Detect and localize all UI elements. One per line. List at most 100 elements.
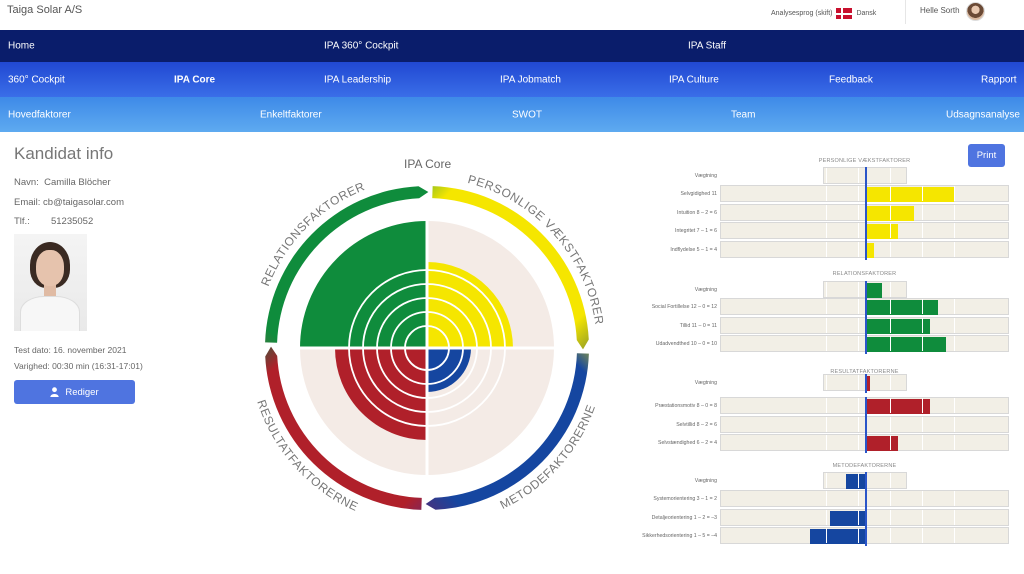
tab-rapport[interactable]: Rapport: [981, 74, 1017, 85]
factor-track: [720, 298, 1009, 317]
center-line: [865, 508, 867, 528]
grid-tick: [890, 416, 891, 432]
weighting-track: [823, 167, 907, 186]
grid-tick: [954, 509, 955, 525]
grid-tick: [890, 242, 891, 258]
grid-tick: [826, 186, 827, 201]
grid-tick: [954, 223, 955, 239]
tab-ipa-culture[interactable]: IPA Culture: [669, 74, 719, 85]
tab-enkeltfaktorer[interactable]: Enkeltfaktorer: [260, 109, 322, 120]
tab-hovedfaktorer[interactable]: Hovedfaktorer: [8, 109, 71, 120]
language-value[interactable]: Dansk: [856, 10, 877, 17]
candidate-phone: Tlf.: 51235052: [14, 216, 93, 227]
tab-ipa-core[interactable]: IPA Core: [174, 74, 216, 85]
factor-track: [720, 241, 1009, 261]
grid-tick: [890, 299, 891, 314]
name-value: Camilla Blöcher: [44, 177, 111, 188]
grid-tick: [954, 204, 955, 220]
nav-ipa-staff[interactable]: IPA Staff: [688, 40, 726, 52]
factor-label: Indflydelse 5 – 1 = 4: [670, 247, 717, 254]
tab-team[interactable]: Team: [731, 109, 756, 120]
personal-quadrant: [427, 262, 513, 348]
print-button[interactable]: Print: [968, 144, 1005, 167]
grid-tick: [922, 398, 923, 413]
center-line: [865, 490, 867, 509]
grid-tick: [826, 204, 827, 220]
grid-tick: [922, 223, 923, 239]
grid-tick: [890, 223, 891, 239]
grid-tick: [858, 509, 859, 525]
grid-tick: [826, 282, 827, 297]
factor-label: Selvgidighed 11: [680, 191, 717, 197]
grid-tick: [826, 528, 827, 544]
user-name[interactable]: Helle Sorth: [920, 6, 960, 15]
grid-tick: [858, 186, 859, 201]
weighting-bar: [866, 376, 870, 391]
grid-tick: [858, 317, 859, 333]
factor-track: [720, 527, 1009, 547]
nav-home[interactable]: Home: [8, 40, 35, 52]
factor-bar: [866, 187, 954, 202]
factor-track: [720, 222, 1009, 242]
grid-tick: [826, 223, 827, 239]
factor-label: Intuition 8 – 2 = 6: [677, 209, 717, 216]
grid-tick: [890, 528, 891, 544]
grid-tick: [858, 282, 859, 297]
danish-flag-icon[interactable]: [836, 8, 853, 19]
phone-label: Tlf.:: [14, 216, 30, 227]
language-label[interactable]: Analysesprog (skift): [771, 10, 833, 17]
center-line: [865, 281, 867, 300]
section-title: RESULTATFAKTORERNE: [830, 369, 899, 375]
grid-tick: [890, 336, 891, 352]
method-arc: [425, 353, 589, 510]
center-line: [865, 298, 867, 317]
tab-udsagnsanalyse[interactable]: Udsagnsanalyse: [946, 109, 1020, 120]
factor-bar: [866, 318, 930, 334]
method-quadrant: [427, 348, 471, 392]
grid-tick: [954, 299, 955, 314]
center-line: [865, 241, 867, 261]
tab-360-cockpit[interactable]: 360° Cockpit: [8, 74, 65, 85]
factor-bar: [866, 300, 938, 315]
grid-tick: [954, 398, 955, 413]
tab-swot[interactable]: SWOT: [512, 109, 542, 120]
test-date: Test dato: 16. november 2021: [14, 345, 127, 355]
grid-tick: [858, 242, 859, 258]
grid-tick: [826, 299, 827, 314]
center-line: [865, 527, 867, 547]
grid-tick: [826, 491, 827, 506]
weighting-bar: [846, 474, 866, 489]
tertiary-nav: Hovedfaktorer Enkeltfaktorer SWOT Team U…: [0, 97, 1024, 132]
grid-tick: [890, 317, 891, 333]
grid-tick: [858, 204, 859, 220]
factor-label: Systemorientering 3 – 1 = 2: [653, 496, 717, 502]
method-quadrant-bg: [427, 348, 555, 476]
user-avatar[interactable]: [966, 2, 985, 21]
weighting-bar: [866, 283, 882, 298]
grid-tick: [858, 168, 859, 183]
tab-ipa-jobmatch[interactable]: IPA Jobmatch: [500, 74, 561, 85]
center-line: [865, 222, 867, 242]
section-title: PERSONLIGE VÆKSTFAKTORER: [818, 158, 911, 164]
factor-label: Præstationsmotiv 8 – 0 = 8: [655, 403, 717, 409]
factor-track: [720, 203, 1009, 223]
tab-feedback[interactable]: Feedback: [829, 74, 873, 85]
factor-track: [720, 397, 1009, 416]
personal-arc: [432, 186, 589, 350]
grid-tick: [890, 473, 891, 488]
factor-bar: [866, 224, 898, 240]
language-switcher[interactable]: Analysesprog (skift) Dansk: [771, 8, 876, 19]
grid-tick: [922, 204, 923, 220]
factor-track: [720, 434, 1009, 454]
grid-tick: [890, 491, 891, 506]
tab-ipa-leadership[interactable]: IPA Leadership: [324, 74, 392, 85]
result-quadrant: [335, 348, 427, 440]
nav-ipa-360-cockpit[interactable]: IPA 360° Cockpit: [324, 40, 399, 52]
weighting-label: Vægtning: [694, 287, 717, 293]
edit-button[interactable]: Rediger: [14, 380, 135, 404]
grid-tick: [922, 491, 923, 506]
grid-tick: [890, 375, 891, 390]
ipa-core-chart: PERSONLIGE VÆKSTFAKTORERMETODEFAKTORERNE…: [254, 172, 605, 514]
factor-label: Sikkerhedsorientering 1 – 5 = –4: [642, 533, 717, 540]
factor-label: Detaljeorientering 1 – 2 = –3: [651, 514, 717, 521]
